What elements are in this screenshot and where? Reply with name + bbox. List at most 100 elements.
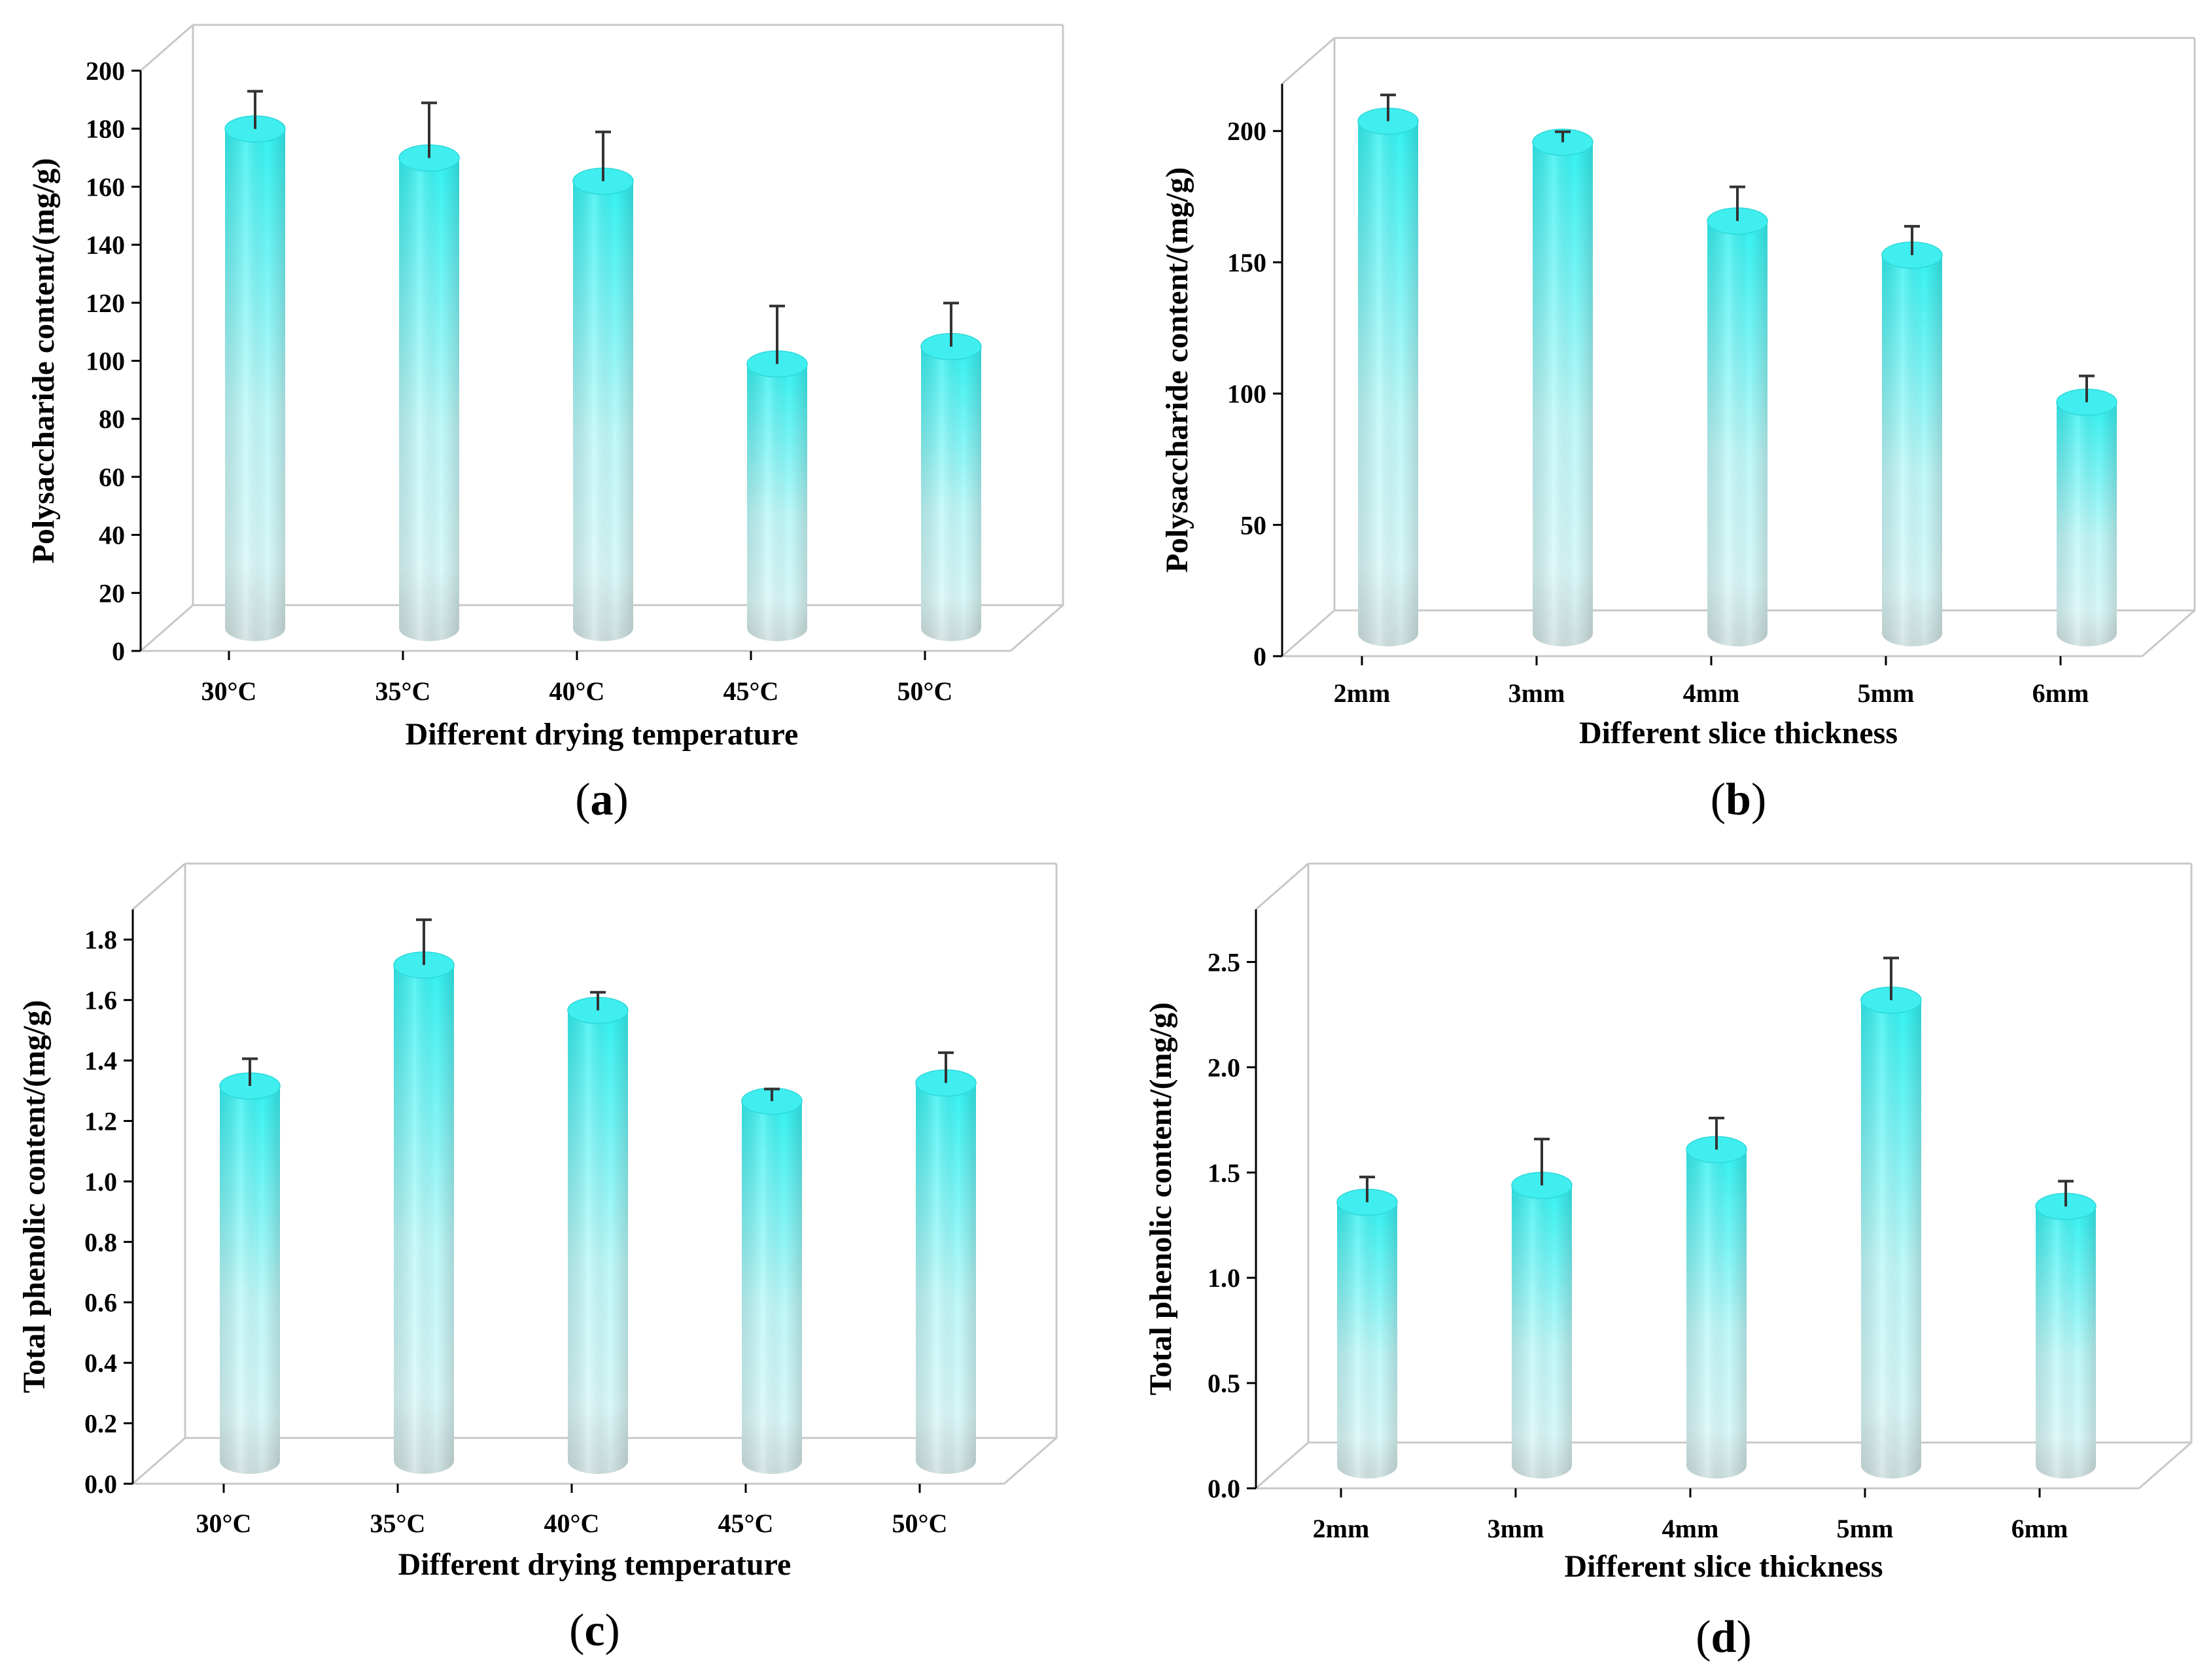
bar-2mm [1336, 1176, 1398, 1479]
y-tick-label: 160 [86, 172, 125, 201]
x-tick-label: 45°C [718, 1509, 774, 1538]
panel-label: (d) [1696, 1612, 1752, 1662]
x-axis-title: Different slice thickness [1564, 1549, 1883, 1584]
chart-panel-a: 0 20 40 60 80 100 120 140 160 180 200 30°C 35°C 40°C 4… [26, 24, 1064, 825]
floor-right-edge [2138, 1441, 2192, 1490]
floor-left-edge [140, 604, 194, 652]
y-tick-label: 1.6 [84, 986, 117, 1015]
x-tick-label: 35°C [375, 676, 431, 706]
x-tick-label: 3mm [1508, 678, 1565, 708]
y-tick-label: 1.0 [84, 1167, 117, 1197]
x-tick-label: 6mm [2011, 1514, 2068, 1543]
y-tick-label: 0 [1253, 642, 1266, 671]
bar-shading [220, 1085, 280, 1474]
y-tick-label: 1.8 [84, 925, 117, 954]
bar-shading [1686, 1149, 1747, 1479]
bar-shading [2036, 1206, 2096, 1479]
x-tick-label: 6mm [2032, 678, 2089, 708]
bar-5mm [1881, 224, 1943, 647]
y-axis-title: Total phenolic content/(mg/g) [17, 1000, 52, 1393]
bar-shading [394, 965, 454, 1474]
y-axis-title: Total phenolic content/(mg/g) [1143, 1002, 1178, 1395]
bar-35°C [398, 101, 460, 641]
y-tick-label: 80 [99, 404, 125, 434]
x-tick-label: 45°C [723, 676, 779, 706]
x-tick-label: 5mm [1837, 1514, 1894, 1543]
chart-panel-c: 0.0 0.2 0.4 0.6 0.8 1.0 1.2 1.4 1.6 1.8 30°C 35°C 40… [17, 862, 1058, 1656]
bar-3mm [1532, 128, 1593, 646]
bar-shading [747, 364, 807, 641]
bar-5mm [1860, 956, 1922, 1479]
bar-3mm [1511, 1138, 1573, 1479]
bar-shading [916, 1083, 976, 1474]
y-tick-label: 40 [99, 521, 125, 550]
bar-shading [568, 1010, 628, 1474]
y-tick-label: 20 [99, 578, 125, 608]
x-tick-label: 30°C [201, 676, 257, 706]
floor-left-edge [1255, 1441, 1309, 1490]
y-tick-label: 0.4 [84, 1348, 117, 1378]
y-tick-label: 120 [86, 289, 125, 318]
x-tick-label: 40°C [549, 676, 605, 706]
y-tick-label: 2.5 [1208, 947, 1240, 977]
panel-label: (b) [1711, 775, 1767, 825]
x-tick-label: 4mm [1683, 678, 1740, 708]
x-tick-label: 50°C [892, 1509, 948, 1538]
back-wall [1307, 864, 2193, 1444]
bar-shading [1337, 1202, 1397, 1479]
y-tick-label: 0.0 [84, 1469, 117, 1499]
y-tick-label: 0.0 [1208, 1474, 1240, 1503]
x-tick-label: 2mm [1313, 1514, 1370, 1543]
side-wall-top [1281, 37, 1335, 85]
side-wall-top [1255, 862, 1309, 911]
bar-shading [1707, 220, 1767, 646]
bar-50°C [920, 302, 982, 641]
bar-40°C [572, 130, 634, 641]
bar-shading [399, 158, 459, 641]
x-tick-label: 2mm [1334, 678, 1391, 708]
y-tick-label: 60 [99, 463, 125, 492]
bar-30°C [224, 90, 286, 641]
y-tick-label: 1.2 [84, 1106, 117, 1136]
y-tick-label: 50 [1240, 510, 1266, 540]
floor-right-edge [1010, 604, 1064, 652]
y-tick-label: 140 [86, 230, 125, 260]
x-tick-label: 35°C [370, 1509, 426, 1538]
bar-6mm [2035, 1180, 2097, 1479]
chart-panel-d: 0.0 0.5 1.0 1.5 2.0 2.5 2mm 3mm 4mm 5mm 6mm Differe… [1143, 862, 2193, 1662]
y-tick-label: 1.0 [1208, 1263, 1240, 1293]
bar-4mm [1686, 1117, 1747, 1479]
y-tick-label: 1.5 [1208, 1158, 1240, 1187]
y-axis-title: Polysaccharide content/(mg/g) [1160, 167, 1194, 573]
bar-4mm [1707, 185, 1768, 646]
side-wall-top [132, 862, 186, 911]
bar-50°C [915, 1051, 977, 1474]
y-tick-label: 200 [86, 56, 125, 86]
bar-shading [2057, 402, 2117, 646]
chart-panel-b: 0 50 100 150 200 2mm 3mm 4mm 5mm 6mm Different sli… [1160, 37, 2196, 825]
bar-shading [1358, 121, 1418, 646]
y-tick-label: 100 [1227, 379, 1266, 409]
floor-left-edge [132, 1437, 186, 1485]
side-wall-top [140, 24, 194, 72]
panel-label: (c) [569, 1605, 620, 1656]
floor-right-edge [1003, 1437, 1057, 1485]
x-tick-label: 4mm [1662, 1514, 1719, 1543]
y-tick-label: 100 [86, 347, 125, 376]
bar-shading [1882, 255, 1942, 647]
y-tick-label: 0 [112, 637, 125, 666]
floor-left-edge [1281, 609, 1335, 657]
y-tick-label: 0.6 [84, 1288, 117, 1318]
bar-6mm [2056, 374, 2117, 646]
bar-shading [1533, 142, 1593, 646]
bar-30°C [219, 1057, 281, 1474]
y-tick-label: 150 [1227, 248, 1266, 277]
x-axis-title: Different drying temperature [398, 1547, 792, 1582]
y-axis-title: Polysaccharide content/(mg/g) [26, 158, 61, 564]
bar-shading [742, 1101, 802, 1474]
x-tick-label: 40°C [544, 1509, 600, 1538]
y-tick-label: 0.8 [84, 1227, 117, 1257]
y-tick-label: 200 [1227, 116, 1266, 146]
bar-45°C [741, 1087, 803, 1474]
